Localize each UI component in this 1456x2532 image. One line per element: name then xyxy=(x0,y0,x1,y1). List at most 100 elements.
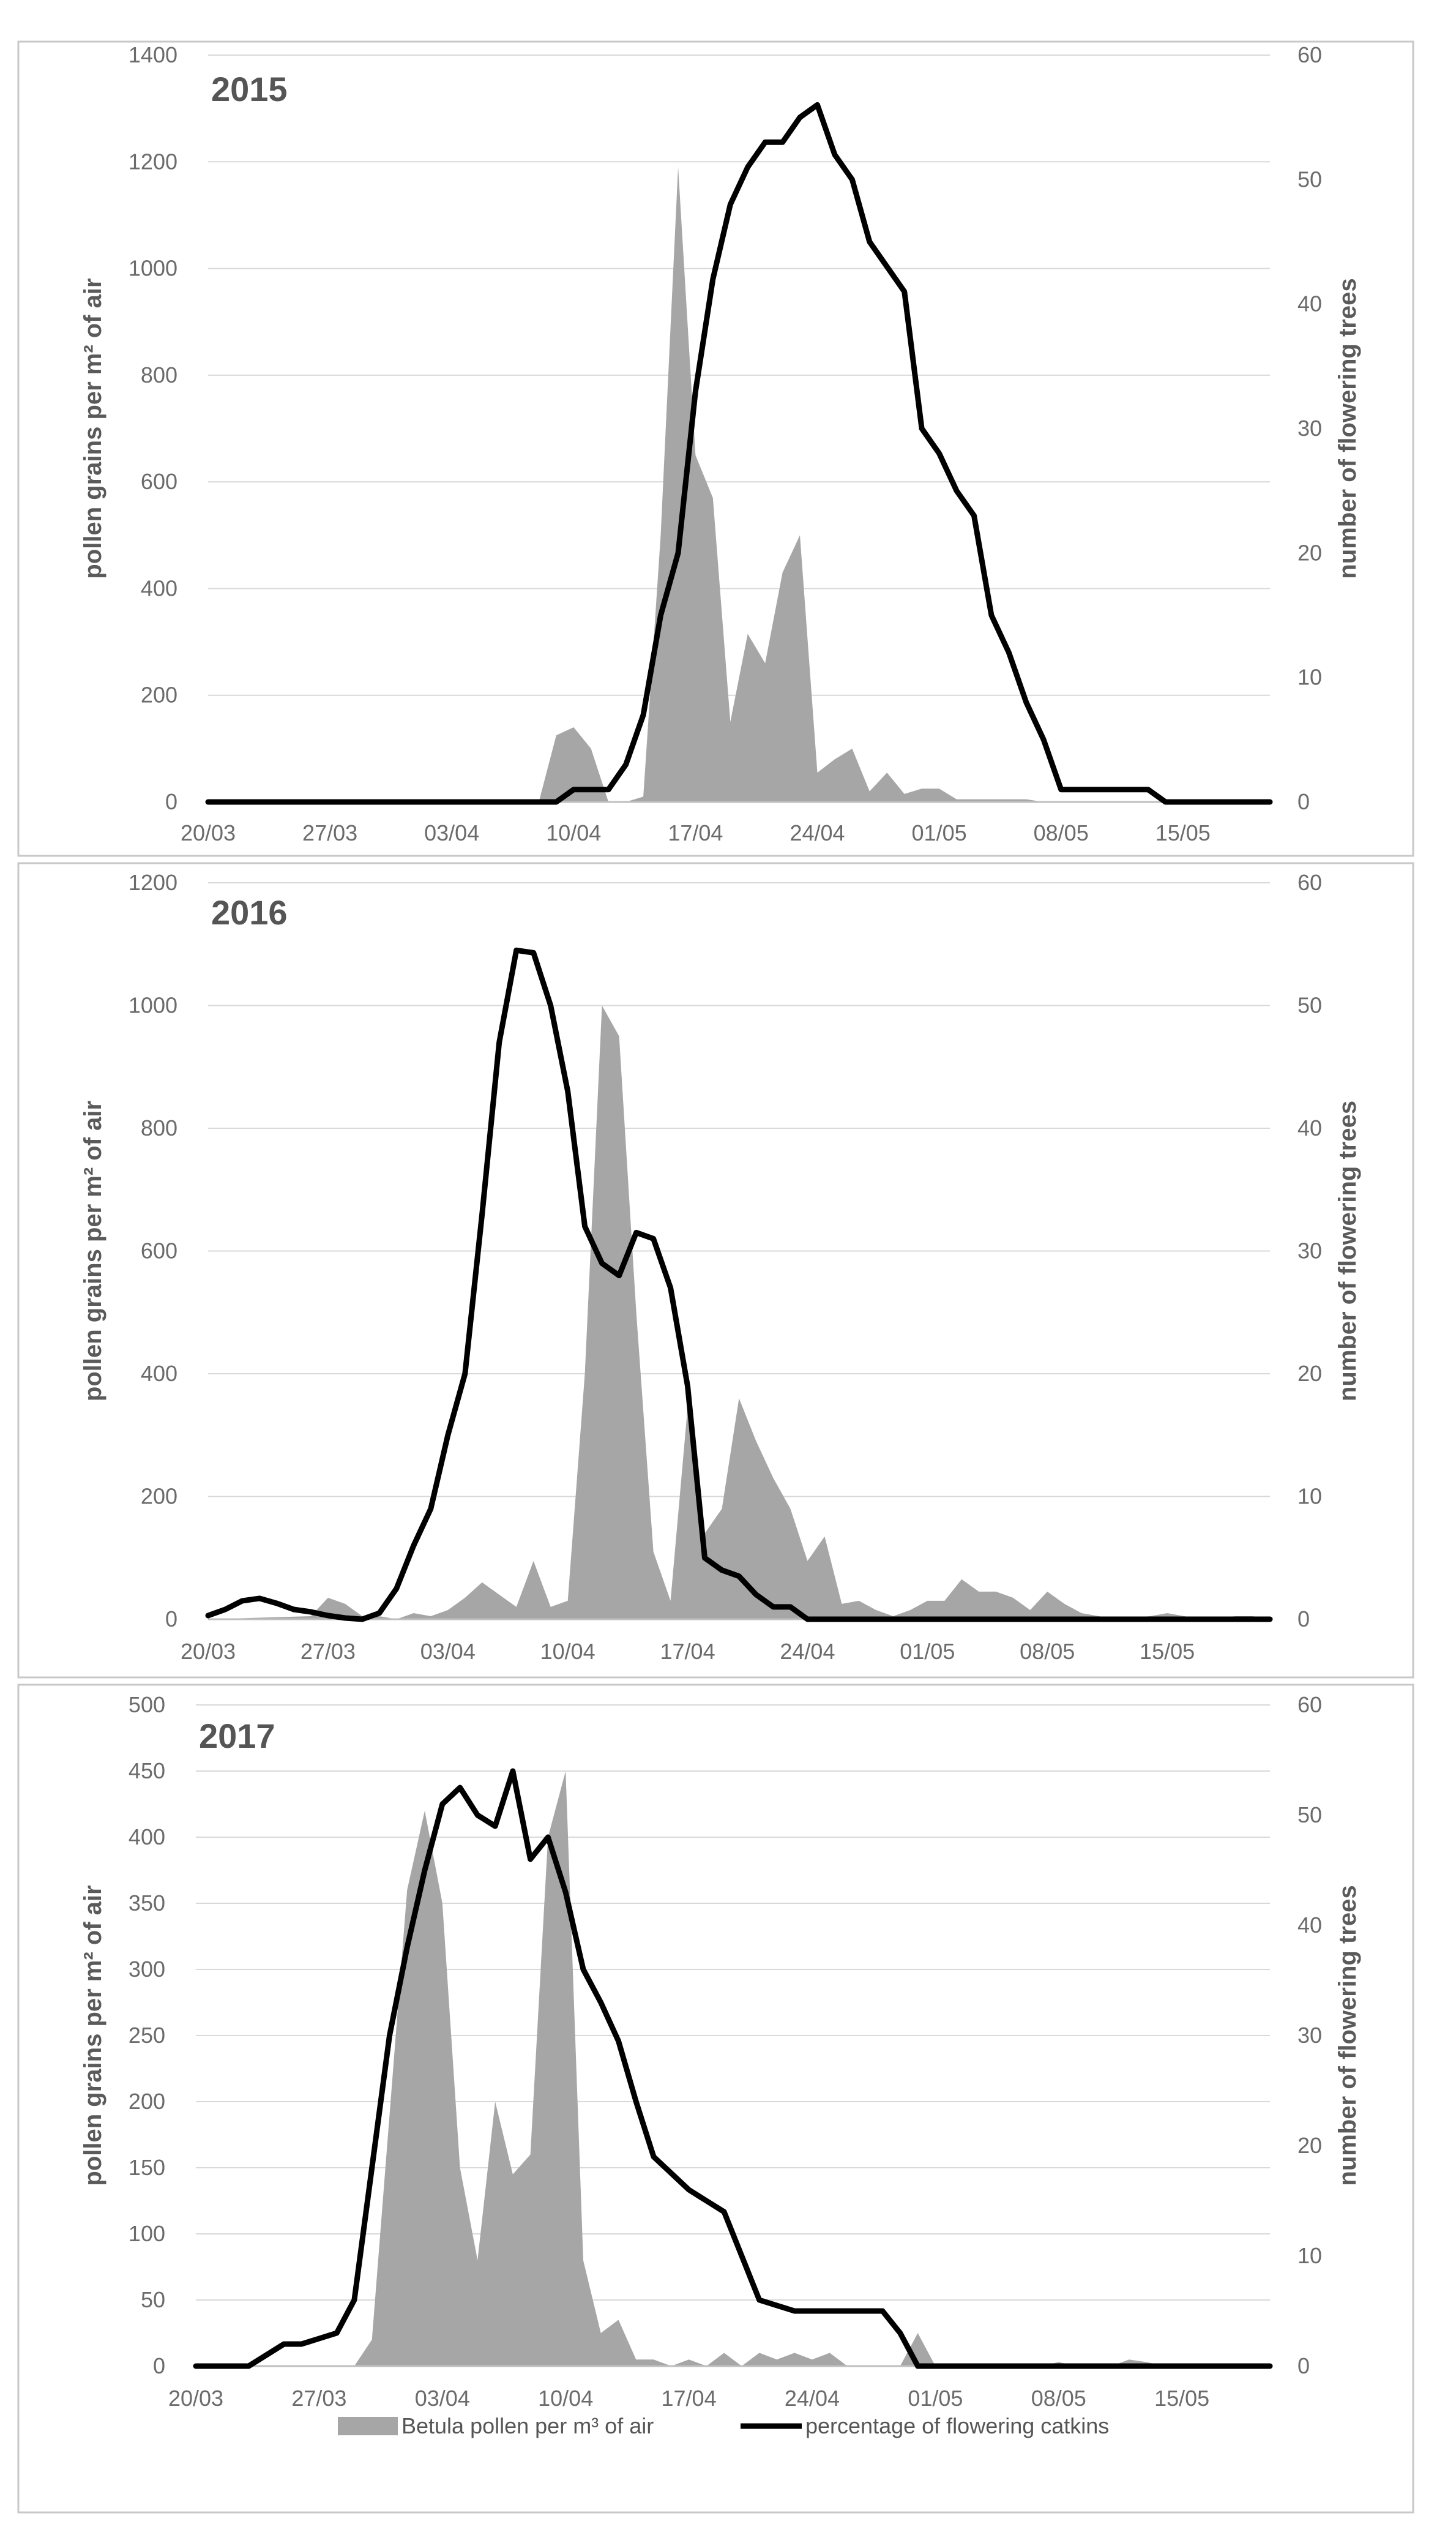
chart-title: 2016 xyxy=(211,893,288,932)
chart-panel-2015: 0 200 400 600 800 1000 1200 1400 0 10 20 30 40 50 60 20… xyxy=(80,42,1361,845)
y2-tick-label: 20 xyxy=(1297,540,1322,565)
y-tick-label: 200 xyxy=(129,2089,165,2114)
x-tick-label: 27/03 xyxy=(302,820,357,845)
y-tick-label: 1200 xyxy=(129,870,177,895)
panel-frame-2017 xyxy=(17,1684,1414,2514)
y-tick-label: 0 xyxy=(153,2353,165,2378)
y-tick-label: 300 xyxy=(129,1957,165,1982)
legend-area-swatch xyxy=(338,2417,398,2435)
y-tick-label: 250 xyxy=(129,2023,165,2048)
y2-tick-label: 30 xyxy=(1297,416,1322,441)
y-tick-label: 400 xyxy=(141,1361,177,1386)
y2-tick-label: 60 xyxy=(1297,1692,1322,1717)
x-tick-label: 01/05 xyxy=(912,820,967,845)
y-tick-label: 600 xyxy=(141,469,177,494)
y2-axis-label: number of flowering trees xyxy=(1334,1885,1361,2186)
x-tick-label: 24/04 xyxy=(785,2386,840,2411)
y-tick-label: 500 xyxy=(129,1692,165,1717)
y-tick-label: 200 xyxy=(141,683,177,708)
y-tick-label: 0 xyxy=(165,789,177,814)
chart-panel-2016: 0 200 400 600 800 1000 1200 0 10 20 30 40 50 60 20/03 2… xyxy=(80,870,1361,1664)
x-tick-label: 17/04 xyxy=(660,1639,715,1664)
x-tick-label: 10/04 xyxy=(546,820,601,845)
y-axis-label: pollen grains per m² of air xyxy=(80,1885,106,2186)
y-tick-label: 1000 xyxy=(129,993,177,1018)
pollen-area-series xyxy=(208,1005,1270,1619)
x-tick-label: 27/03 xyxy=(301,1639,356,1664)
y-tick-label: 0 xyxy=(165,1606,177,1631)
y2-tick-label: 30 xyxy=(1297,2023,1322,2048)
x-tick-label: 24/04 xyxy=(790,820,845,845)
y2-tick-label: 0 xyxy=(1297,1606,1310,1631)
y-tick-label: 1200 xyxy=(129,149,177,174)
panel-frame-2015 xyxy=(17,40,1414,857)
y-tick-label: 100 xyxy=(129,2221,165,2246)
x-tick-label: 03/04 xyxy=(415,2386,470,2411)
y2-tick-label: 50 xyxy=(1297,993,1322,1018)
y2-tick-label: 30 xyxy=(1297,1238,1322,1264)
y2-tick-label: 40 xyxy=(1297,1912,1322,1938)
x-tick-label: 20/03 xyxy=(181,1639,236,1664)
y2-tick-label: 0 xyxy=(1297,2353,1310,2378)
legend: Betula pollen per m³ of air percentage o… xyxy=(338,2413,1109,2438)
x-tick-label: 10/04 xyxy=(538,2386,593,2411)
x-tick-label: 08/05 xyxy=(1020,1639,1075,1664)
chart-title: 2017 xyxy=(199,1717,275,1755)
x-tick-label: 03/04 xyxy=(424,820,479,845)
x-tick-label: 15/05 xyxy=(1140,1639,1195,1664)
x-tick-label: 27/03 xyxy=(291,2386,346,2411)
y-tick-label: 400 xyxy=(141,575,177,601)
y2-tick-label: 10 xyxy=(1297,665,1322,690)
y-axis-label: pollen grains per m² of air xyxy=(80,1101,106,1401)
y-tick-label: 1000 xyxy=(129,256,177,281)
x-tick-label: 01/05 xyxy=(908,2386,963,2411)
chart-panel-2017: 0 50 100 150 200 250 300 350 400 450 500 0 10 20 30 40 5… xyxy=(80,1692,1361,2411)
y-tick-label: 200 xyxy=(141,1484,177,1509)
x-tick-label: 24/04 xyxy=(780,1639,835,1664)
y-axis-label: pollen grains per m² of air xyxy=(80,278,106,579)
y2-tick-label: 10 xyxy=(1297,1484,1322,1509)
x-tick-label: 08/05 xyxy=(1034,820,1089,845)
y-tick-label: 350 xyxy=(129,1890,165,1916)
pollen-area-series xyxy=(208,167,1270,802)
x-tick-label: 15/05 xyxy=(1155,820,1211,845)
y2-tick-label: 60 xyxy=(1297,870,1322,895)
y2-tick-label: 50 xyxy=(1297,167,1322,192)
x-tick-label: 01/05 xyxy=(900,1639,955,1664)
y-tick-label: 800 xyxy=(141,362,177,388)
y2-tick-label: 10 xyxy=(1297,2243,1322,2268)
y2-tick-label: 50 xyxy=(1297,1802,1322,1827)
legend-line-label: percentage of flowering catkins xyxy=(805,2413,1109,2438)
chart-title: 2015 xyxy=(211,70,288,108)
x-tick-label: 20/03 xyxy=(181,820,236,845)
x-tick-label: 10/04 xyxy=(540,1639,595,1664)
y2-tick-label: 0 xyxy=(1297,789,1310,814)
legend-area-label: Betula pollen per m³ of air xyxy=(401,2413,654,2438)
y-tick-label: 1400 xyxy=(129,42,177,67)
y2-tick-label: 40 xyxy=(1297,1115,1322,1141)
panel-frame-2016 xyxy=(17,862,1414,1679)
y-tick-label: 150 xyxy=(129,2155,165,2180)
x-tick-label: 20/03 xyxy=(168,2386,223,2411)
y-tick-label: 600 xyxy=(141,1238,177,1264)
x-tick-label: 03/04 xyxy=(420,1639,476,1664)
y2-axis-label: number of flowering trees xyxy=(1334,278,1361,579)
flowering-trees-line-series xyxy=(205,102,1273,805)
pollen-area-series xyxy=(196,1771,1270,2366)
x-tick-label: 17/04 xyxy=(668,820,723,845)
y-tick-label: 400 xyxy=(129,1824,165,1849)
x-tick-label: 17/04 xyxy=(662,2386,717,2411)
flowering-trees-line-series xyxy=(205,947,1273,1622)
y2-axis-label: number of flowering trees xyxy=(1334,1101,1361,1401)
y-tick-label: 450 xyxy=(129,1758,165,1783)
flowering-trees-line-series xyxy=(193,1768,1273,2369)
y2-tick-label: 40 xyxy=(1297,291,1322,316)
x-tick-label: 08/05 xyxy=(1031,2386,1086,2411)
y2-tick-label: 20 xyxy=(1297,1361,1322,1386)
x-tick-label: 15/05 xyxy=(1154,2386,1209,2411)
y-tick-label: 50 xyxy=(141,2287,165,2312)
y2-tick-label: 60 xyxy=(1297,42,1322,67)
y2-tick-label: 20 xyxy=(1297,2133,1322,2158)
